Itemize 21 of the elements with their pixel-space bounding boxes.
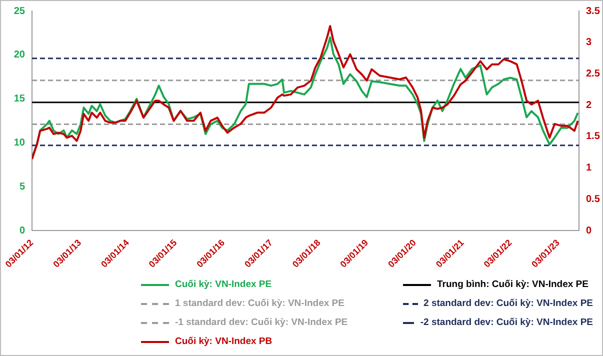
legend-label: Trung bình: Cuối kỳ: VN-Index PE: [437, 279, 588, 290]
legend-label: -1 standard dev: Cuối kỳ: VN-Index PE: [175, 317, 348, 328]
legend-label: -2 standard dev: Cuối kỳ: VN-Index PE: [420, 317, 593, 328]
y2-tick-label: 1: [586, 162, 592, 174]
legend-label: Cuối kỳ: VN-Index PE: [175, 279, 272, 290]
y2-tick-label: 1.5: [586, 131, 600, 142]
y2-tick-label: 3: [586, 37, 592, 48]
y-tick-label: 15: [14, 94, 26, 105]
y2-tick-label: 3.5: [586, 6, 600, 17]
y2-tick-label: 0: [586, 225, 592, 236]
y-tick-label: 25: [14, 6, 26, 17]
y2-tick-label: 2: [586, 100, 592, 111]
legend-label: 1 standard dev: Cuối kỳ: VN-Index PE: [175, 298, 344, 309]
legend-label: 2 standard dev: Cuối kỳ: VN-Index PE: [424, 298, 593, 309]
y2-tick-label: 0.5: [586, 194, 600, 205]
y-tick-label: 20: [14, 50, 26, 61]
y2-tick-label: 2.5: [586, 68, 600, 80]
y-tick-label: 5: [19, 181, 26, 192]
legend-label: Cuối kỳ: VN-Index PB: [175, 336, 272, 347]
y-tick-label: 10: [14, 138, 26, 149]
y-tick-label: 0: [19, 225, 26, 236]
